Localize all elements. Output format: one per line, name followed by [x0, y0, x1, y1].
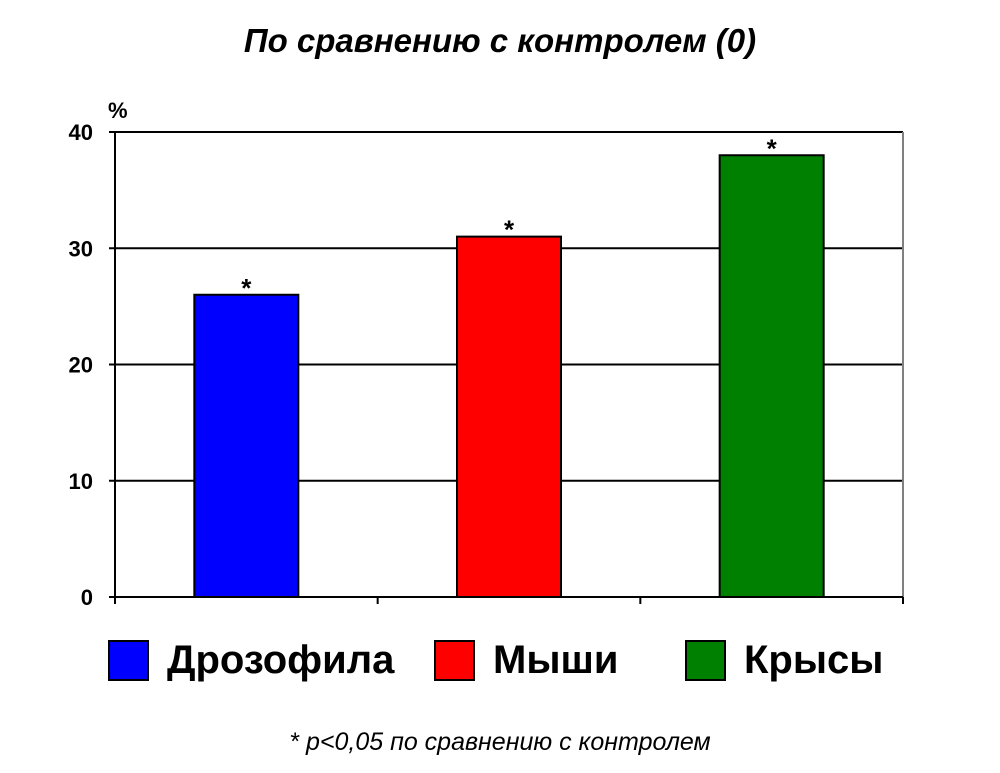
y-tick-label: 20 [69, 353, 93, 378]
axis-layer [109, 131, 904, 604]
legend-swatch-green [685, 639, 726, 681]
bar-layer [193, 154, 825, 598]
legend-label: Дрозофила [167, 638, 395, 682]
significance-mark: * [241, 273, 252, 303]
chart-title: По сравнению с контролем (0) [243, 22, 757, 59]
y-tick-label: 0 [81, 585, 93, 610]
significance-mark: * [767, 133, 778, 163]
legend-label: Крысы [744, 638, 884, 682]
bar [193, 293, 300, 598]
bar [456, 235, 562, 598]
legend: Дрозофила Мыши Крысы [108, 636, 908, 686]
significance-mark: * [504, 215, 515, 245]
y-tick-label: 40 [69, 120, 93, 145]
footnote: * p<0,05 по сравнению с контролем [289, 728, 711, 756]
y-tick-label: 30 [69, 236, 93, 261]
y-tick-label: 10 [69, 469, 93, 494]
y-axis-label: % [108, 98, 128, 123]
legend-item-mice: Мыши [434, 636, 618, 684]
legend-label: Мыши [493, 638, 619, 682]
label-layer: 0 10 20 30 40% * * * [69, 98, 778, 610]
bar [718, 154, 825, 598]
legend-item-rats: Крысы [685, 636, 883, 684]
legend-item-drosophila: Дрозофила [108, 636, 394, 684]
legend-swatch-red [434, 639, 475, 681]
legend-swatch-blue [108, 639, 149, 681]
